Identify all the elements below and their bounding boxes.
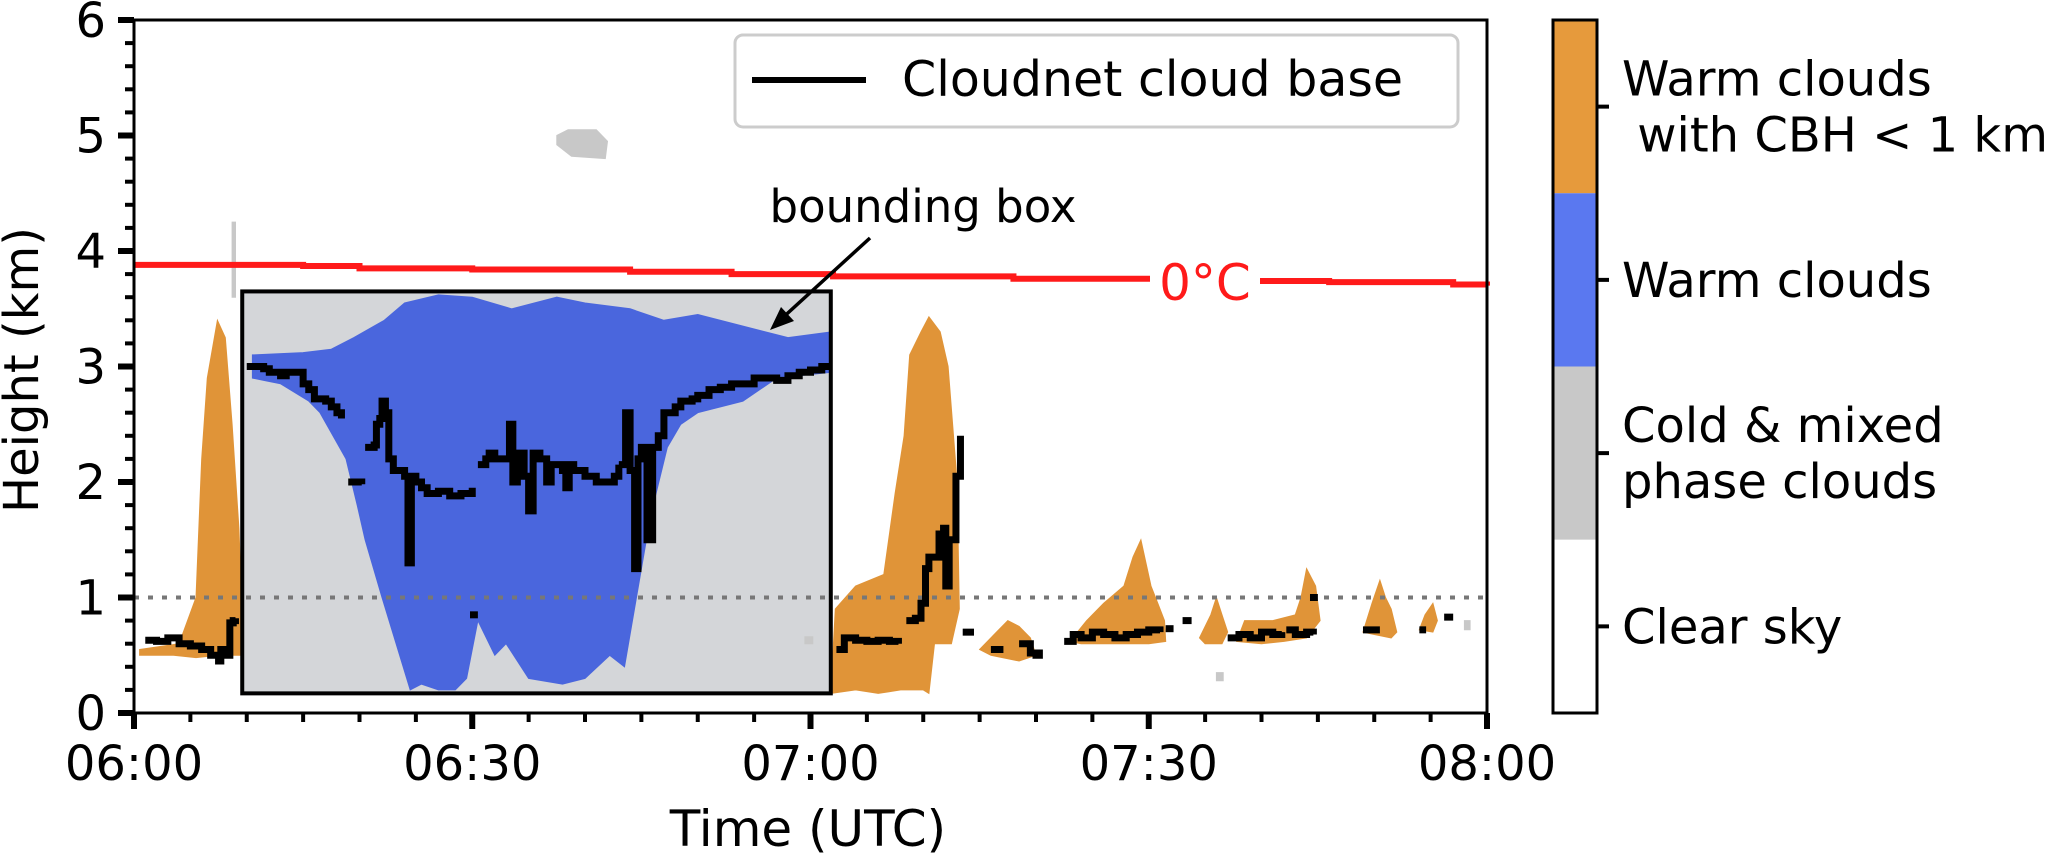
legend-box: Cloudnet cloud base	[733, 33, 1460, 129]
bounding-box-label: bounding box	[770, 180, 1077, 233]
colorbar-swatch	[1553, 193, 1597, 367]
cloud-base-line	[1064, 626, 1164, 645]
cloud-region	[1362, 578, 1398, 639]
cloud-region	[804, 636, 814, 645]
x-tick-label: 07:30	[1080, 736, 1218, 792]
legend-entry-label: Cloudnet cloud base	[902, 51, 1403, 108]
cloud-base-line	[1019, 640, 1043, 659]
cloud-base-line	[246, 363, 345, 419]
cloud-base-series-layer	[145, 363, 1454, 665]
cloud-base-line	[365, 397, 476, 567]
y-tick-label: 3	[75, 340, 106, 396]
cloud-base-line	[1227, 628, 1286, 642]
x-axis-label: Time (UTC)	[669, 800, 946, 858]
cloud-region	[1235, 567, 1321, 645]
y-tick-label: 0	[75, 686, 106, 742]
freezing-label-gap	[1150, 255, 1260, 310]
cloud-region	[1068, 538, 1167, 645]
legend-frame	[733, 33, 1460, 129]
freezing-level-label: 0°C	[1159, 254, 1251, 312]
plot-area	[134, 20, 1490, 713]
y-tick-label: 5	[75, 109, 106, 165]
colorbar-label: Clear sky	[1622, 599, 1842, 655]
cloud-region	[1463, 620, 1471, 631]
colorbar-label: phase clouds	[1622, 454, 1937, 510]
y-tick-label: 1	[75, 571, 106, 627]
colorbar-swatch	[1553, 20, 1597, 194]
cloud-region	[231, 221, 236, 298]
cloud-base-line	[348, 478, 366, 486]
y-axis-label: Height (km)	[0, 227, 50, 513]
cloud-region	[139, 318, 243, 659]
bounding-box-arrowhead	[770, 307, 794, 330]
colorbar-label: Cold & mixed	[1622, 398, 1944, 454]
cloud-base-line	[145, 617, 239, 665]
cloud-base-line	[477, 420, 623, 515]
y-tick-label: 6	[75, 0, 106, 49]
cloud-region	[1198, 595, 1229, 645]
x-tick-label: 07:00	[741, 736, 879, 792]
colorbar-swatch	[1553, 366, 1597, 540]
colorbar-label: Warm clouds	[1622, 253, 1932, 309]
cloud-base-line	[990, 645, 1004, 653]
overlay-layer	[134, 255, 1490, 696]
x-tick-label: 06:00	[65, 736, 203, 792]
cloud-base-line	[906, 435, 964, 625]
y-tick-label: 4	[75, 224, 106, 280]
cloud-base-line	[618, 363, 831, 573]
x-tick-label: 06:30	[403, 736, 541, 792]
cloud-region	[1215, 672, 1224, 682]
bounding-box	[240, 289, 833, 696]
axes-layer: 0 1 2 3 4 5 6 06:00 06:30 07:00 07:30 08:00	[65, 0, 1556, 792]
cloud-base-line	[1286, 626, 1317, 638]
colorbar-swatch	[1553, 539, 1597, 713]
bounding-box-arrow	[776, 236, 872, 324]
colorbar-label: Warm clouds	[1622, 52, 1932, 108]
y-tick-label: 2	[75, 455, 106, 511]
colorbar-label: with CBH < 1 km	[1622, 108, 2048, 164]
cloud-region	[251, 294, 832, 691]
cloud-base-line	[836, 634, 902, 653]
cloud-region	[556, 129, 609, 160]
x-tick-label: 08:00	[1418, 736, 1556, 792]
colorbar-frame	[1551, 18, 1599, 715]
cloud-region	[1418, 602, 1438, 633]
freezing-level-line	[134, 261, 1490, 288]
